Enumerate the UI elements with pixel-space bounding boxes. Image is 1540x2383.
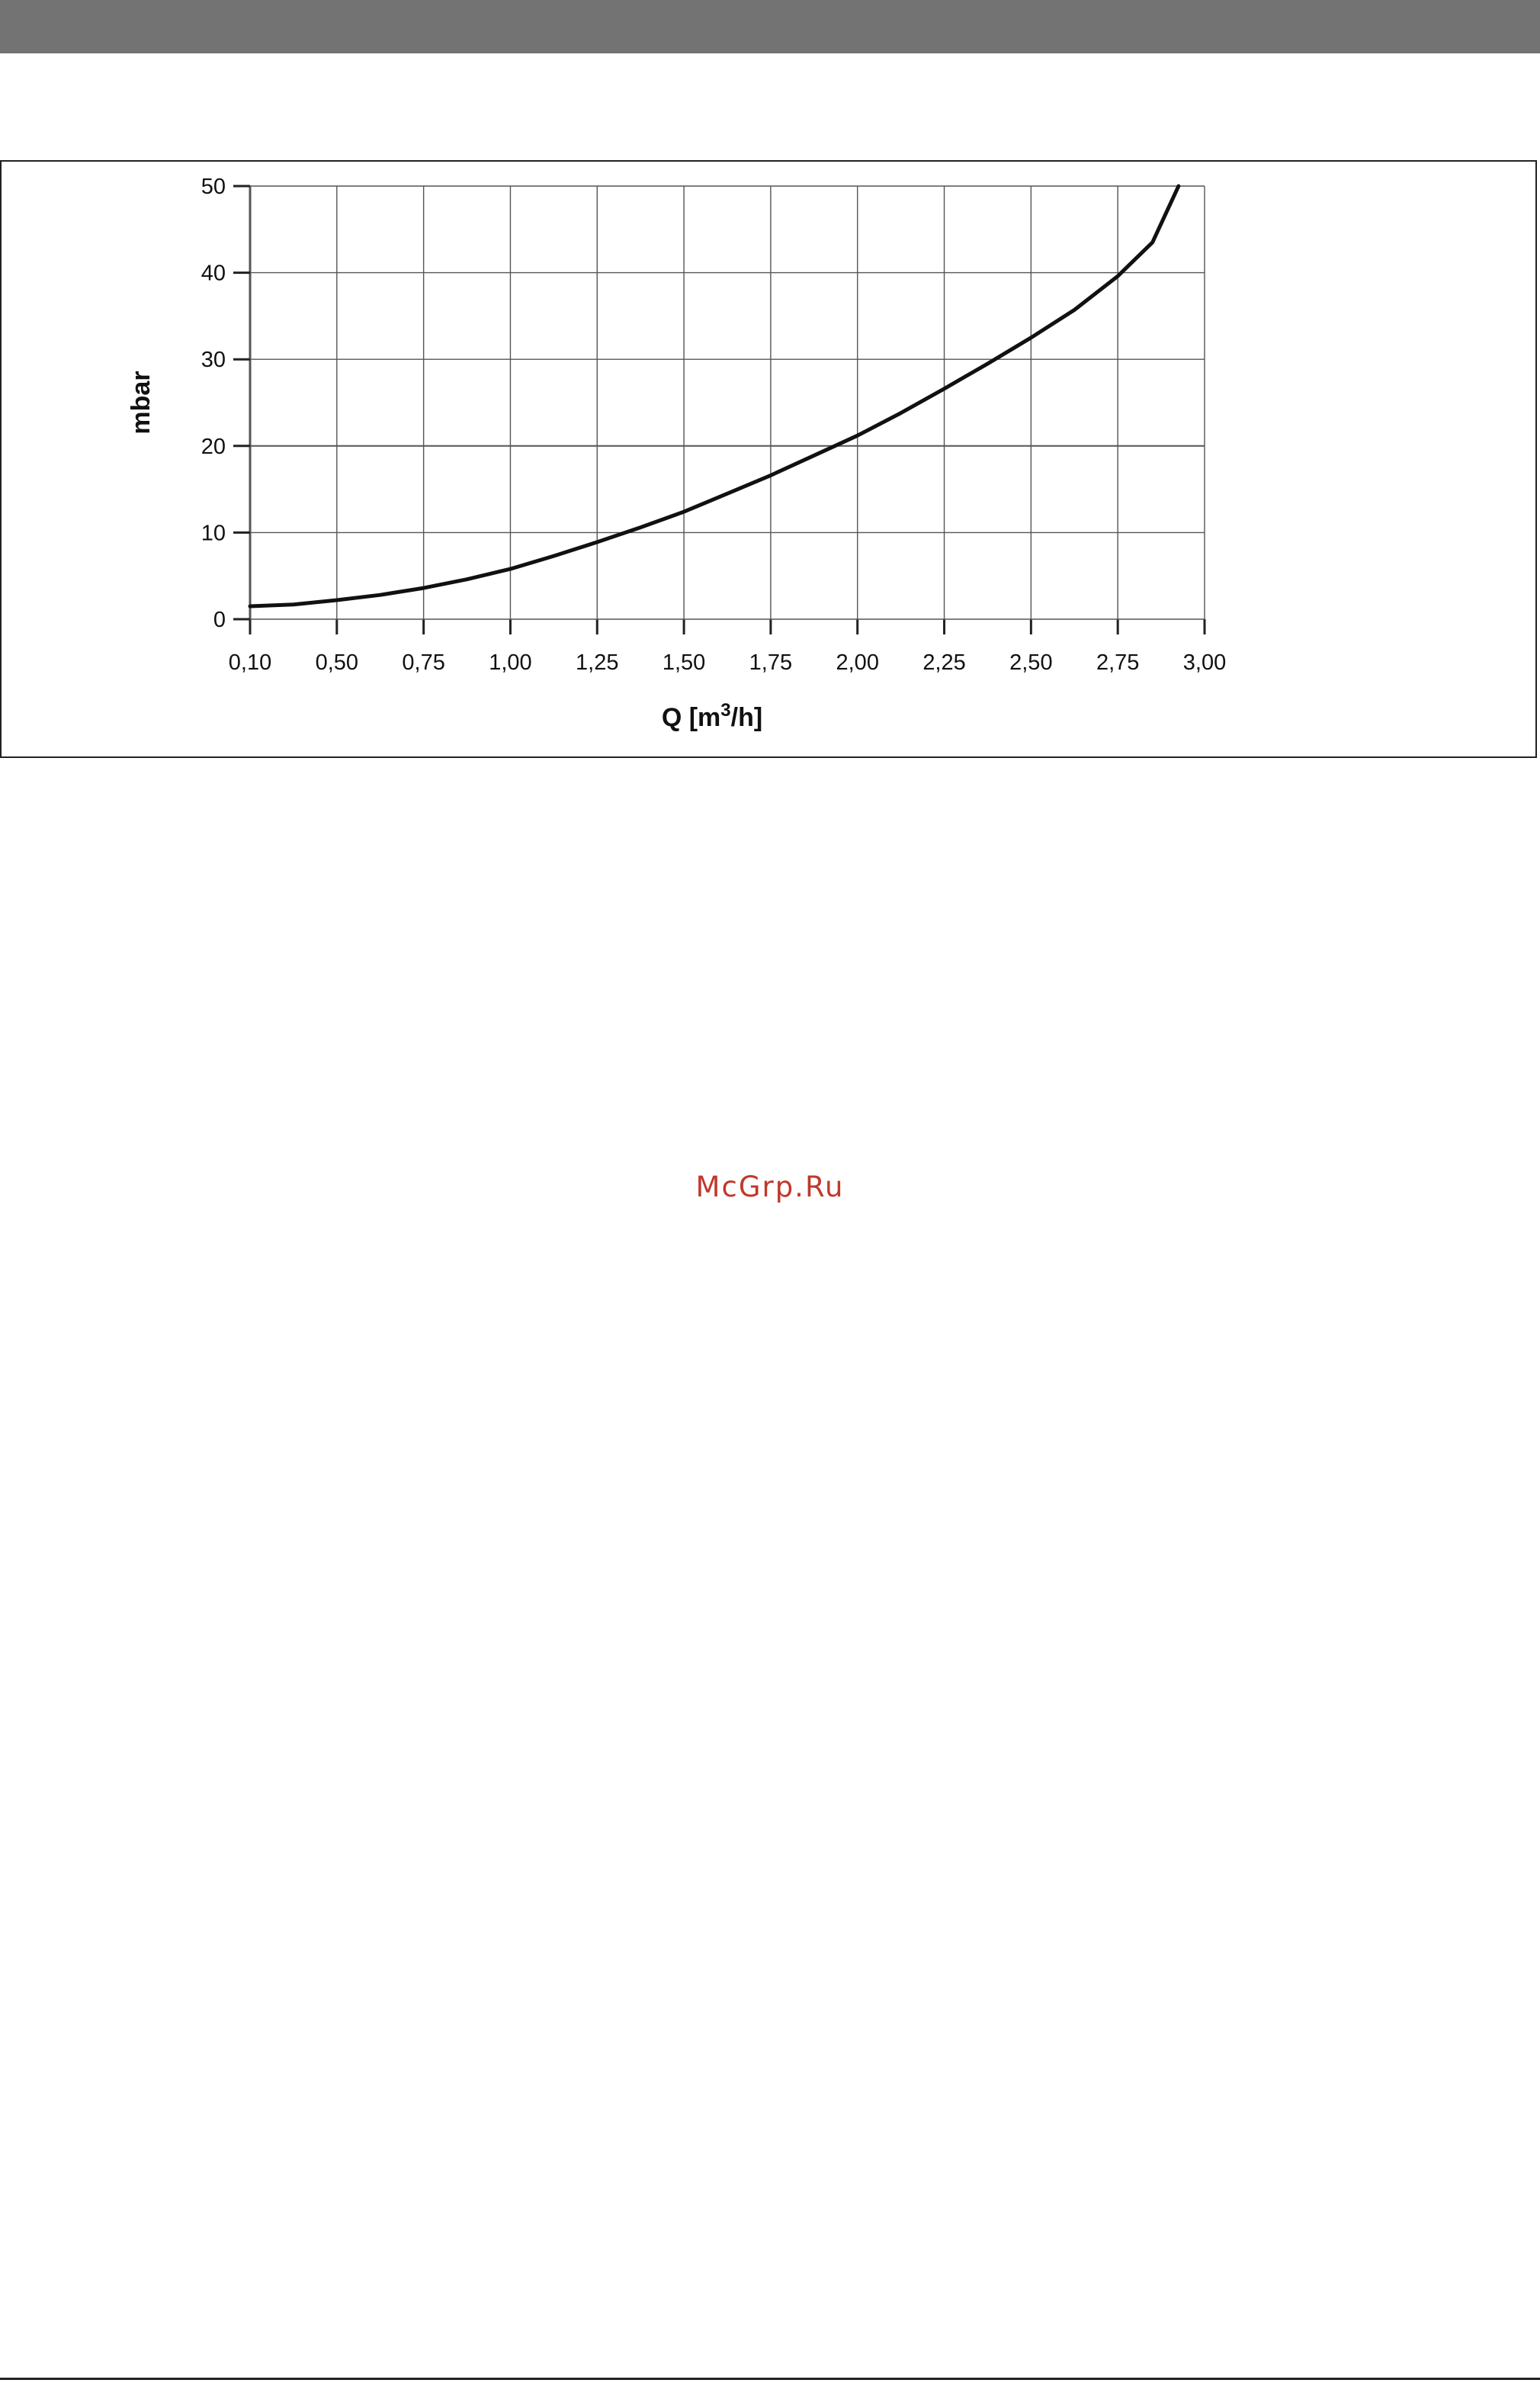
chart-frame: 0,10 0,50 0,75 1,00 1,25 1,50 1,75 2,00 2,25 2,50… xyxy=(0,160,1537,758)
x-tick-label: 2,75 xyxy=(1096,650,1139,675)
y-tick-label: 0 xyxy=(213,608,226,632)
series-line xyxy=(248,184,1181,609)
header-bar xyxy=(0,0,1540,53)
x-tick-label: 2,25 xyxy=(922,650,965,675)
x-tick-label: 1,25 xyxy=(576,650,618,675)
pressure-loss-chart: 0,10 0,50 0,75 1,00 1,25 1,50 1,75 2,00 2,25 2,50… xyxy=(127,175,1226,732)
bottom-rule xyxy=(0,2378,1540,2380)
x-tick-label: 2,00 xyxy=(836,650,879,675)
y-tick-label: 10 xyxy=(201,521,226,545)
y-tick-label: 30 xyxy=(201,348,226,372)
x-tick-label: 0,50 xyxy=(316,650,358,675)
x-tick-label: 0,10 xyxy=(229,650,271,675)
y-tick-label: 40 xyxy=(201,262,226,286)
y-tick-label: 20 xyxy=(201,435,226,459)
y-axis-title: mbar xyxy=(127,371,156,434)
watermark: McGrp.Ru xyxy=(695,1171,845,1203)
y-tick-label: 50 xyxy=(201,175,226,199)
x-tick-label: 1,50 xyxy=(663,650,705,675)
x-tick-label: 2,50 xyxy=(1009,650,1052,675)
x-tick-label: 3,00 xyxy=(1183,650,1226,675)
x-axis-title: Q [m3/h] xyxy=(662,700,762,732)
x-tick-label: 0,75 xyxy=(402,650,444,675)
x-tick-label: 1,00 xyxy=(489,650,531,675)
x-tick-label: 1,75 xyxy=(749,650,792,675)
